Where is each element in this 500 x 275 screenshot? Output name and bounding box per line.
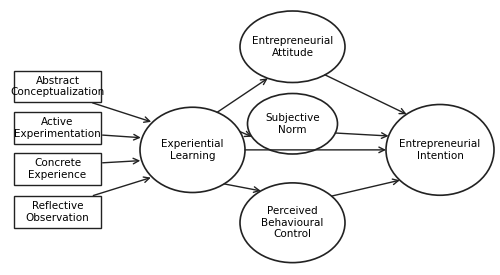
Ellipse shape: [248, 94, 338, 154]
FancyArrowPatch shape: [325, 75, 405, 114]
Ellipse shape: [240, 11, 345, 82]
Ellipse shape: [140, 107, 245, 192]
FancyArrowPatch shape: [240, 131, 250, 136]
Text: Concrete
Experience: Concrete Experience: [28, 158, 86, 180]
Ellipse shape: [386, 104, 494, 195]
FancyArrowPatch shape: [102, 134, 139, 140]
Text: Active
Experimentation: Active Experimentation: [14, 117, 101, 139]
FancyArrowPatch shape: [224, 184, 260, 192]
FancyArrowPatch shape: [92, 103, 150, 122]
Text: Entrepreneurial
Attitude: Entrepreneurial Attitude: [252, 36, 333, 57]
FancyBboxPatch shape: [14, 153, 101, 185]
Text: Entrepreneurial
Intention: Entrepreneurial Intention: [400, 139, 480, 161]
FancyArrowPatch shape: [217, 79, 266, 112]
FancyArrowPatch shape: [332, 179, 398, 196]
FancyBboxPatch shape: [14, 196, 101, 228]
Text: Perceived
Behavioural
Control: Perceived Behavioural Control: [262, 206, 324, 239]
Text: Subjective
Norm: Subjective Norm: [265, 113, 320, 134]
FancyArrowPatch shape: [336, 133, 387, 138]
Text: Reflective
Observation: Reflective Observation: [26, 201, 90, 222]
Text: Experiential
Learning: Experiential Learning: [161, 139, 224, 161]
FancyArrowPatch shape: [94, 177, 150, 196]
FancyArrowPatch shape: [245, 147, 384, 153]
Ellipse shape: [240, 183, 345, 263]
FancyBboxPatch shape: [14, 112, 101, 144]
Text: Abstract
Conceptualization: Abstract Conceptualization: [10, 76, 104, 97]
FancyArrowPatch shape: [102, 158, 139, 164]
FancyBboxPatch shape: [14, 71, 101, 102]
